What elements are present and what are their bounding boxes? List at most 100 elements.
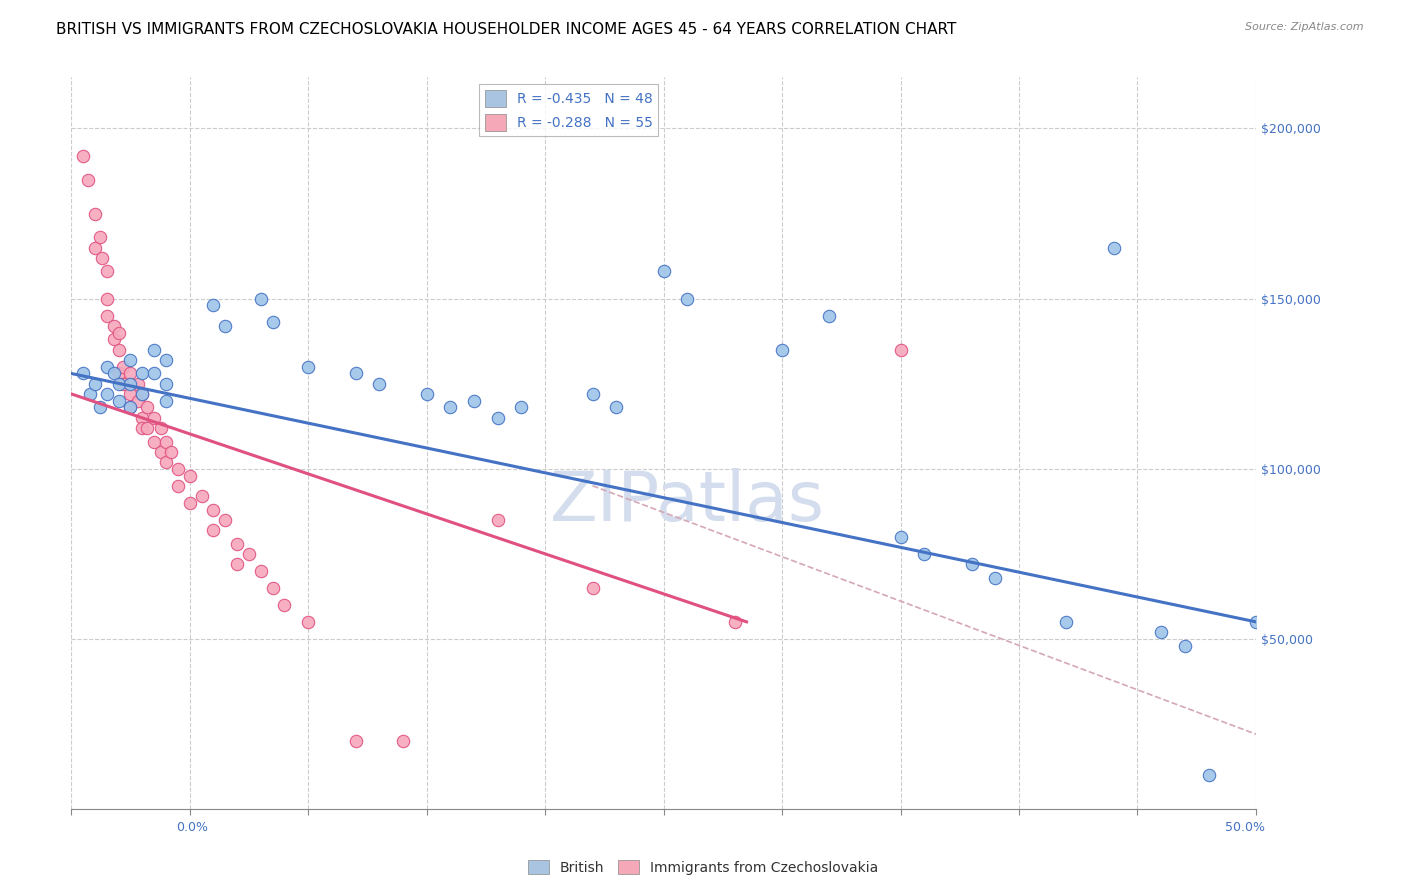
Point — [76, 172, 98, 186]
Text: Source: ZipAtlas.com: Source: ZipAtlas.com — [1246, 22, 1364, 32]
Point — [143, 410, 166, 425]
Point — [155, 352, 177, 367]
Point — [107, 343, 129, 357]
Point — [131, 387, 153, 401]
Point — [297, 615, 319, 629]
Point — [202, 502, 225, 516]
Point — [103, 367, 125, 381]
Point — [96, 264, 118, 278]
Point — [273, 598, 295, 612]
Point — [605, 401, 627, 415]
Point — [486, 513, 509, 527]
Text: ZIPatlas: ZIPatlas — [550, 468, 825, 535]
Legend: R = -0.435   N = 48, R = -0.288   N = 55: R = -0.435 N = 48, R = -0.288 N = 55 — [479, 85, 658, 136]
Point — [202, 523, 225, 537]
Point — [226, 557, 249, 571]
Point — [72, 367, 94, 381]
Point — [120, 387, 142, 401]
Point — [344, 367, 367, 381]
Point — [890, 343, 912, 357]
Point — [214, 318, 236, 333]
Point — [190, 489, 212, 503]
Point — [1054, 615, 1077, 629]
Point — [112, 376, 135, 391]
Point — [960, 557, 983, 571]
Point — [131, 410, 153, 425]
Point — [72, 149, 94, 163]
Point — [262, 581, 284, 595]
Point — [96, 359, 118, 374]
Point — [136, 401, 159, 415]
Point — [486, 410, 509, 425]
Point — [984, 571, 1007, 585]
Point — [262, 315, 284, 329]
Point — [818, 309, 841, 323]
Point — [238, 547, 260, 561]
Point — [890, 530, 912, 544]
Point — [120, 401, 142, 415]
Point — [179, 496, 201, 510]
Point — [167, 461, 190, 475]
Point — [214, 513, 236, 527]
Point — [155, 393, 177, 408]
Point — [131, 387, 153, 401]
Point — [155, 376, 177, 391]
Point — [770, 343, 793, 357]
Point — [249, 292, 271, 306]
Point — [120, 401, 142, 415]
Point — [143, 367, 166, 381]
Point — [150, 421, 173, 435]
Point — [107, 376, 129, 391]
Point — [1244, 615, 1267, 629]
Point — [131, 421, 153, 435]
Point — [344, 734, 367, 748]
Point — [120, 367, 142, 381]
Point — [103, 318, 125, 333]
Point — [84, 241, 107, 255]
Point — [136, 421, 159, 435]
Point — [107, 393, 129, 408]
Point — [439, 401, 461, 415]
Point — [724, 615, 747, 629]
Point — [131, 367, 153, 381]
Point — [1102, 241, 1125, 255]
Point — [392, 734, 415, 748]
Point — [202, 298, 225, 312]
Point — [96, 292, 118, 306]
Point — [676, 292, 699, 306]
Text: BRITISH VS IMMIGRANTS FROM CZECHOSLOVAKIA HOUSEHOLDER INCOME AGES 45 - 64 YEARS : BRITISH VS IMMIGRANTS FROM CZECHOSLOVAKI… — [56, 22, 956, 37]
Point — [84, 206, 107, 220]
Point — [89, 230, 111, 244]
Text: 0.0%: 0.0% — [176, 821, 208, 834]
Point — [581, 387, 603, 401]
Point — [581, 581, 603, 595]
Point — [167, 479, 190, 493]
Point — [150, 444, 173, 458]
Text: 50.0%: 50.0% — [1226, 821, 1265, 834]
Point — [155, 434, 177, 449]
Legend: British, Immigrants from Czechoslovakia: British, Immigrants from Czechoslovakia — [522, 855, 884, 880]
Point — [463, 393, 485, 408]
Point — [155, 455, 177, 469]
Point — [112, 359, 135, 374]
Point — [297, 359, 319, 374]
Point — [127, 393, 149, 408]
Point — [127, 376, 149, 391]
Point — [79, 387, 101, 401]
Point — [179, 468, 201, 483]
Point — [96, 387, 118, 401]
Point — [912, 547, 935, 561]
Point — [91, 251, 114, 265]
Point — [107, 367, 129, 381]
Point — [84, 376, 107, 391]
Point — [415, 387, 437, 401]
Point — [89, 401, 111, 415]
Point — [143, 343, 166, 357]
Point — [1174, 639, 1197, 653]
Point — [120, 352, 142, 367]
Point — [368, 376, 391, 391]
Point — [159, 444, 181, 458]
Point — [143, 434, 166, 449]
Point — [652, 264, 675, 278]
Point — [96, 309, 118, 323]
